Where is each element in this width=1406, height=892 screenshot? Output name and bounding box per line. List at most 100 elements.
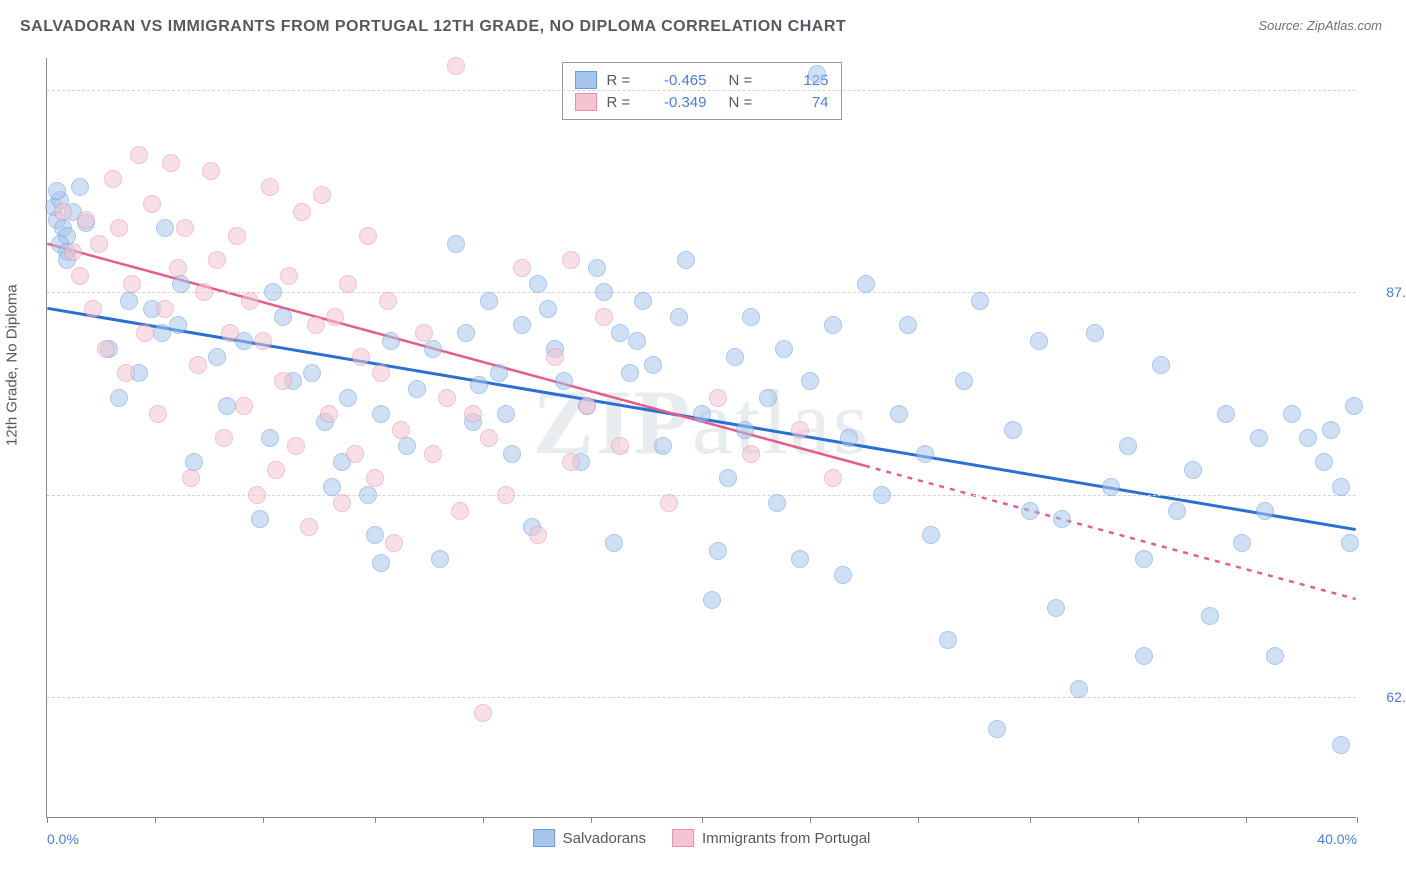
point-portugal	[156, 300, 174, 318]
point-portugal	[320, 405, 338, 423]
point-portugal	[221, 324, 239, 342]
point-salvadoran	[955, 372, 973, 390]
point-salvadoran	[1332, 736, 1350, 754]
point-salvadoran	[1168, 502, 1186, 520]
point-portugal	[228, 227, 246, 245]
point-salvadoran	[339, 389, 357, 407]
point-salvadoran	[988, 720, 1006, 738]
legend-n-label: N =	[729, 94, 759, 111]
point-portugal	[117, 364, 135, 382]
point-salvadoran	[457, 324, 475, 342]
point-salvadoran	[588, 259, 606, 277]
point-portugal	[709, 389, 727, 407]
point-salvadoran	[1047, 599, 1065, 617]
point-portugal	[451, 502, 469, 520]
point-salvadoran	[208, 348, 226, 366]
point-portugal	[274, 372, 292, 390]
point-portugal	[346, 445, 364, 463]
point-salvadoran	[899, 316, 917, 334]
point-salvadoran	[1030, 332, 1048, 350]
gridline-horizontal	[47, 90, 1356, 91]
gridline-horizontal	[47, 495, 1356, 496]
point-portugal	[562, 251, 580, 269]
point-salvadoran	[644, 356, 662, 374]
point-salvadoran	[156, 219, 174, 237]
point-salvadoran	[120, 292, 138, 310]
legend-row: R =-0.349N =74	[575, 91, 829, 113]
point-portugal	[313, 186, 331, 204]
point-salvadoran	[398, 437, 416, 455]
point-portugal	[474, 704, 492, 722]
point-portugal	[742, 445, 760, 463]
point-portugal	[189, 356, 207, 374]
x-tick	[918, 817, 919, 823]
point-salvadoran	[939, 631, 957, 649]
point-portugal	[136, 324, 154, 342]
point-salvadoran	[971, 292, 989, 310]
point-salvadoran	[480, 292, 498, 310]
point-salvadoran	[251, 510, 269, 528]
legend-n-value: 74	[769, 94, 829, 111]
point-portugal	[372, 364, 390, 382]
legend-swatch	[533, 829, 555, 847]
point-salvadoran	[801, 372, 819, 390]
y-tick-label: 87.5%	[1366, 284, 1406, 300]
legend-r-label: R =	[607, 94, 637, 111]
point-portugal	[366, 469, 384, 487]
point-portugal	[254, 332, 272, 350]
legend-swatch	[575, 71, 597, 89]
point-salvadoran	[1102, 478, 1120, 496]
point-portugal	[110, 219, 128, 237]
point-portugal	[424, 445, 442, 463]
watermark-suffix: atlas	[692, 371, 871, 473]
point-portugal	[578, 397, 596, 415]
point-portugal	[287, 437, 305, 455]
point-salvadoran	[1299, 429, 1317, 447]
point-salvadoran	[1053, 510, 1071, 528]
point-portugal	[241, 292, 259, 310]
x-tick	[155, 817, 156, 823]
plot-area: ZIPatlas R =-0.465N =125R =-0.349N =74 S…	[46, 58, 1356, 818]
point-salvadoran	[709, 542, 727, 560]
point-portugal	[611, 437, 629, 455]
point-salvadoran	[490, 364, 508, 382]
point-portugal	[248, 486, 266, 504]
point-salvadoran	[1341, 534, 1359, 552]
legend-n-label: N =	[729, 72, 759, 89]
point-salvadoran	[759, 389, 777, 407]
point-salvadoran	[303, 364, 321, 382]
point-salvadoran	[808, 65, 826, 83]
point-portugal	[64, 243, 82, 261]
point-salvadoran	[1332, 478, 1350, 496]
point-salvadoran	[529, 275, 547, 293]
legend-swatch	[672, 829, 694, 847]
point-portugal	[143, 195, 161, 213]
point-salvadoran	[1119, 437, 1137, 455]
point-salvadoran	[110, 389, 128, 407]
point-salvadoran	[408, 380, 426, 398]
point-salvadoran	[605, 534, 623, 552]
point-salvadoran	[218, 397, 236, 415]
point-portugal	[215, 429, 233, 447]
point-portugal	[162, 154, 180, 172]
point-portugal	[333, 494, 351, 512]
point-salvadoran	[366, 526, 384, 544]
point-salvadoran	[693, 405, 711, 423]
point-salvadoran	[670, 308, 688, 326]
point-portugal	[480, 429, 498, 447]
point-portugal	[447, 57, 465, 75]
point-salvadoran	[775, 340, 793, 358]
x-tick	[1246, 817, 1247, 823]
point-salvadoran	[185, 453, 203, 471]
x-tick-label: 40.0%	[1317, 831, 1357, 847]
point-portugal	[182, 469, 200, 487]
point-salvadoran	[372, 554, 390, 572]
point-salvadoran	[1135, 647, 1153, 665]
point-portugal	[339, 275, 357, 293]
point-portugal	[438, 389, 456, 407]
point-portugal	[77, 211, 95, 229]
x-tick	[1030, 817, 1031, 823]
point-salvadoran	[890, 405, 908, 423]
point-salvadoran	[916, 445, 934, 463]
point-portugal	[97, 340, 115, 358]
